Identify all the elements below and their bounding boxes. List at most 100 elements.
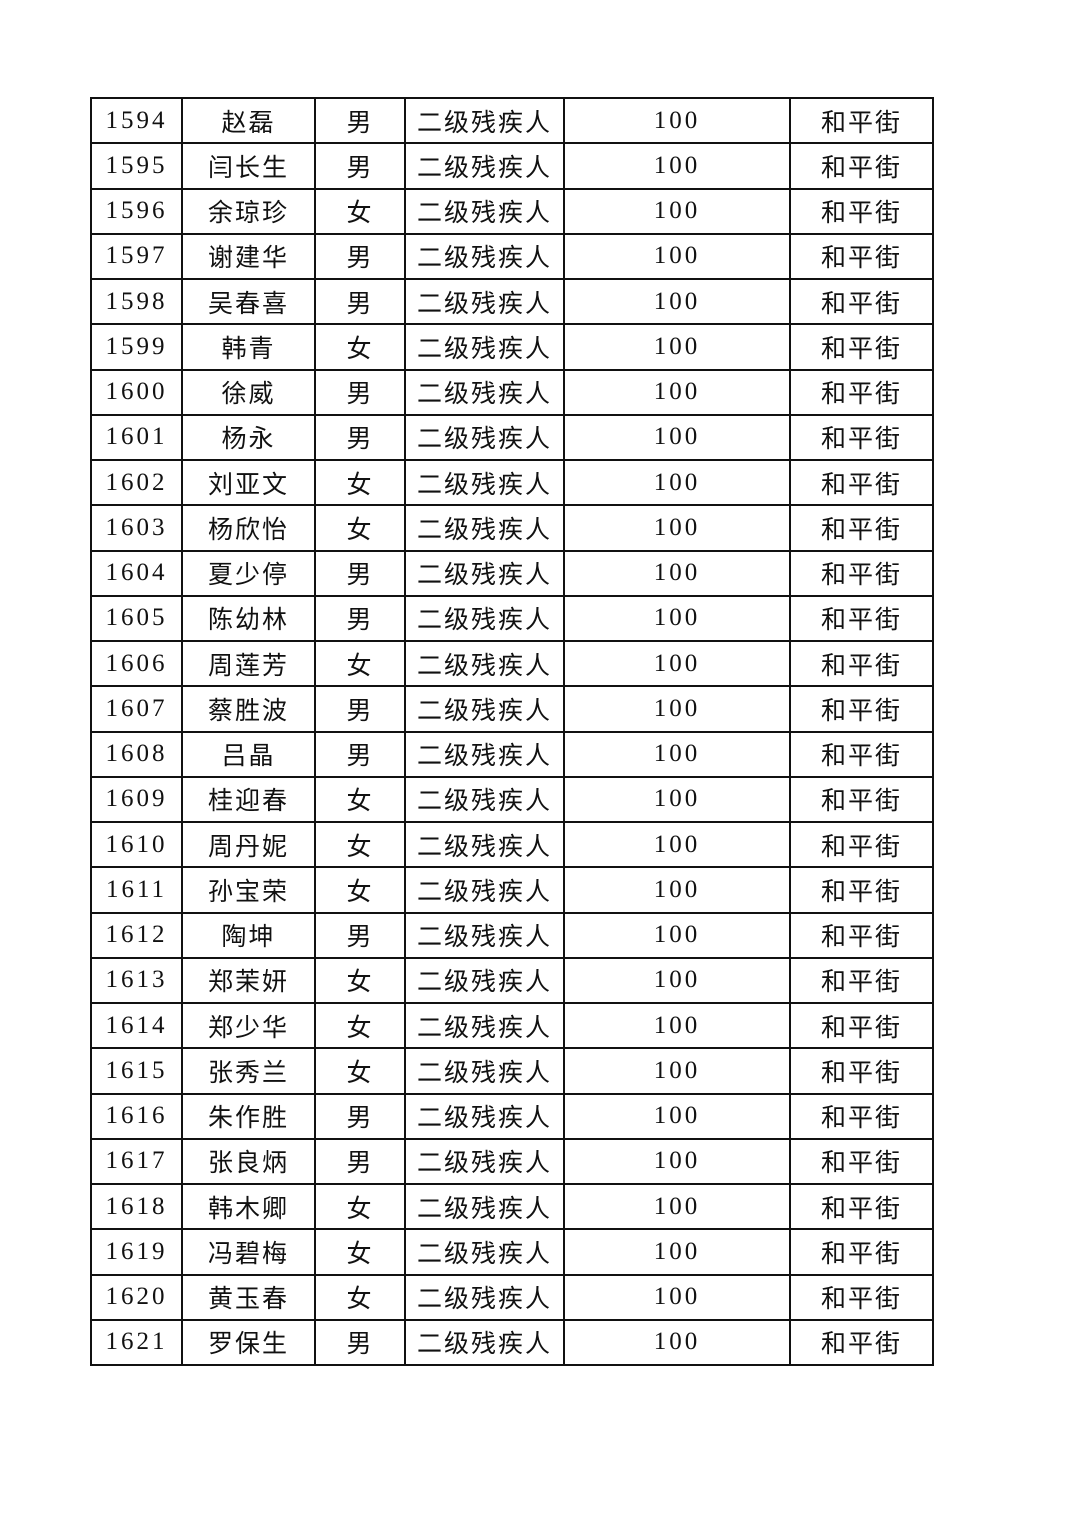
table-row: 1604 夏少停男二级残疾人 100 和平街 xyxy=(90,549,934,597)
street-cell: 和平街 xyxy=(789,1137,934,1186)
street-cell: 和平街 xyxy=(789,549,934,597)
gender-cell: 男 xyxy=(314,1137,406,1186)
amount-cell: 100 xyxy=(563,96,791,145)
street-cell: 和平街 xyxy=(789,277,934,326)
serial-number-cell: 1621 xyxy=(90,1318,183,1367)
serial-number-cell: 1601 xyxy=(90,413,183,462)
table-row: 1614 郑少华女二级残疾人 100 和平街 xyxy=(90,1001,934,1050)
serial-number-cell: 1606 xyxy=(90,639,183,688)
disability-level-cell: 二级残疾人 xyxy=(404,639,565,688)
amount-cell: 100 xyxy=(563,775,791,824)
disability-level-cell: 二级残疾人 xyxy=(404,1318,565,1367)
serial-number-cell: 1613 xyxy=(90,956,183,1005)
gender-cell: 男 xyxy=(314,730,406,778)
table-body: 1594 赵磊男二级残疾人 100 和平街 1595 闫长生男二级残疾人 100 和平街 159… xyxy=(90,96,934,1367)
serial-number-cell: 1615 xyxy=(90,1047,183,1095)
name-cell: 张秀兰 xyxy=(181,1047,316,1095)
street-cell: 和平街 xyxy=(789,820,934,869)
gender-cell: 女 xyxy=(314,956,406,1005)
name-cell: 余琼珍 xyxy=(181,187,316,235)
disability-level-cell: 二级残疾人 xyxy=(404,1092,565,1140)
table-row: 1597 谢建华男二级残疾人 100 和平街 xyxy=(90,232,934,281)
table-row: 1613 郑茉妍女二级残疾人 100 和平街 xyxy=(90,956,934,1005)
street-cell: 和平街 xyxy=(789,866,934,914)
amount-cell: 100 xyxy=(563,1273,791,1321)
serial-number-cell: 1596 xyxy=(90,187,183,235)
amount-cell: 100 xyxy=(563,1137,791,1186)
street-cell: 和平街 xyxy=(789,368,934,416)
table-row: 1606 周莲芳女二级残疾人 100 和平街 xyxy=(90,639,934,688)
amount-cell: 100 xyxy=(563,232,791,281)
street-cell: 和平街 xyxy=(789,911,934,959)
name-cell: 陶坤 xyxy=(181,911,316,959)
disability-level-cell: 二级残疾人 xyxy=(404,323,565,371)
serial-number-cell: 1595 xyxy=(90,142,183,190)
table-row: 1599 韩青女二级残疾人 100 和平街 xyxy=(90,323,934,371)
street-cell: 和平街 xyxy=(789,142,934,190)
disability-level-cell: 二级残疾人 xyxy=(404,1001,565,1050)
street-cell: 和平街 xyxy=(789,1092,934,1140)
street-cell: 和平街 xyxy=(789,775,934,824)
name-cell: 桂迎春 xyxy=(181,775,316,824)
street-cell: 和平街 xyxy=(789,413,934,462)
gender-cell: 女 xyxy=(314,775,406,824)
serial-number-cell: 1603 xyxy=(90,504,183,552)
table-row: 1600 徐威男二级残疾人 100 和平街 xyxy=(90,368,934,416)
table-row: 1605 陈幼林男二级残疾人 100 和平街 xyxy=(90,594,934,643)
table-row: 1595 闫长生男二级残疾人 100 和平街 xyxy=(90,142,934,190)
table-row: 1611 孙宝荣女二级残疾人 100 和平街 xyxy=(90,866,934,914)
name-cell: 赵磊 xyxy=(181,96,316,145)
gender-cell: 男 xyxy=(314,368,406,416)
gender-cell: 男 xyxy=(314,413,406,462)
amount-cell: 100 xyxy=(563,1092,791,1140)
table-row: 1598 吴春喜男二级残疾人 100 和平街 xyxy=(90,277,934,326)
amount-cell: 100 xyxy=(563,1228,791,1276)
name-cell: 韩青 xyxy=(181,323,316,371)
serial-number-cell: 1618 xyxy=(90,1182,183,1231)
table-row: 1594 赵磊男二级残疾人 100 和平街 xyxy=(90,96,934,145)
disability-level-cell: 二级残疾人 xyxy=(404,820,565,869)
disability-level-cell: 二级残疾人 xyxy=(404,1137,565,1186)
table-row: 1603 杨欣怡女二级残疾人 100 和平街 xyxy=(90,504,934,552)
amount-cell: 100 xyxy=(563,956,791,1005)
name-cell: 闫长生 xyxy=(181,142,316,190)
gender-cell: 女 xyxy=(314,1001,406,1050)
disability-level-cell: 二级残疾人 xyxy=(404,504,565,552)
street-cell: 和平街 xyxy=(789,956,934,1005)
disability-level-cell: 二级残疾人 xyxy=(404,187,565,235)
name-cell: 徐威 xyxy=(181,368,316,416)
street-cell: 和平街 xyxy=(789,730,934,778)
gender-cell: 女 xyxy=(314,866,406,914)
gender-cell: 男 xyxy=(314,549,406,597)
street-cell: 和平街 xyxy=(789,96,934,145)
name-cell: 黄玉春 xyxy=(181,1273,316,1321)
street-cell: 和平街 xyxy=(789,594,934,643)
amount-cell: 100 xyxy=(563,639,791,688)
serial-number-cell: 1594 xyxy=(90,96,183,145)
disability-level-cell: 二级残疾人 xyxy=(404,549,565,597)
table-row: 1601 杨永男二级残疾人 100 和平街 xyxy=(90,413,934,462)
street-cell: 和平街 xyxy=(789,504,934,552)
gender-cell: 男 xyxy=(314,911,406,959)
table-row: 1612 陶坤男二级残疾人 100 和平街 xyxy=(90,911,934,959)
serial-number-cell: 1620 xyxy=(90,1273,183,1321)
table-row: 1610 周丹妮女二级残疾人 100 和平街 xyxy=(90,820,934,869)
name-cell: 周莲芳 xyxy=(181,639,316,688)
amount-cell: 100 xyxy=(563,820,791,869)
name-cell: 刘亚文 xyxy=(181,458,316,507)
disability-level-cell: 二级残疾人 xyxy=(404,911,565,959)
disability-level-cell: 二级残疾人 xyxy=(404,368,565,416)
amount-cell: 100 xyxy=(563,187,791,235)
table-row: 1620 黄玉春女二级残疾人 100 和平街 xyxy=(90,1273,934,1321)
amount-cell: 100 xyxy=(563,1182,791,1231)
street-cell: 和平街 xyxy=(789,1182,934,1231)
table-row: 1615 张秀兰女二级残疾人 100 和平街 xyxy=(90,1047,934,1095)
table-row: 1619 冯碧梅女二级残疾人 100 和平街 xyxy=(90,1228,934,1276)
disability-level-cell: 二级残疾人 xyxy=(404,277,565,326)
table-row: 1596 余琼珍女二级残疾人 100 和平街 xyxy=(90,187,934,235)
serial-number-cell: 1604 xyxy=(90,549,183,597)
gender-cell: 女 xyxy=(314,504,406,552)
serial-number-cell: 1612 xyxy=(90,911,183,959)
disability-level-cell: 二级残疾人 xyxy=(404,685,565,733)
amount-cell: 100 xyxy=(563,142,791,190)
